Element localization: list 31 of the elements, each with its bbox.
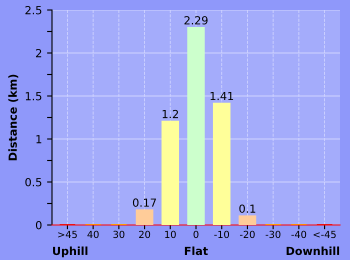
bar: [212, 102, 230, 225]
bar: [187, 27, 205, 225]
x-tick-label: 20: [139, 230, 150, 238]
x-tick-label: -10: [214, 230, 230, 238]
x-tick-label: -40: [291, 230, 306, 238]
data-label: 0.1: [239, 204, 256, 213]
bar: [136, 209, 154, 225]
x-tick-label: -20: [240, 230, 255, 238]
y-axis-title: Distance (km): [8, 74, 18, 160]
bar: [162, 120, 180, 225]
x-tick-label: -30: [266, 230, 280, 238]
x-tick-label: <-45: [314, 230, 336, 238]
x-tick-label: >45: [58, 230, 77, 238]
x-tick-label: 40: [87, 230, 99, 238]
y-tick-label: 2: [36, 48, 42, 58]
bar: [238, 215, 256, 225]
data-label: 1.2: [162, 110, 178, 118]
text: Flat: [184, 246, 208, 256]
y-tick-label: 0.5: [25, 178, 42, 186]
x-tick-label: 10: [165, 230, 176, 238]
data-label: 1.41: [210, 92, 234, 100]
y-tick-label: 1.5: [26, 92, 42, 100]
y-tick-label: 0: [36, 220, 42, 230]
y-tick-label: 1: [36, 135, 42, 144]
data-label: 2.29: [184, 16, 208, 25]
x-tick-label: 30: [113, 230, 124, 238]
text: Downhill: [286, 246, 340, 256]
x-tick-label: 0: [194, 230, 198, 238]
text: Uphill: [53, 246, 88, 258]
y-tick-label: 2.5: [25, 6, 42, 14]
data-label: 0.17: [132, 198, 156, 207]
